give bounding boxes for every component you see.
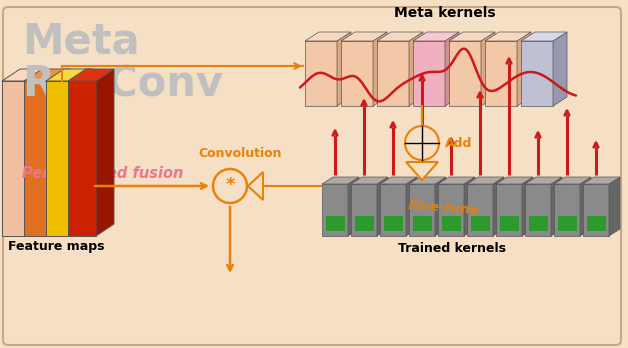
Text: Feature maps: Feature maps <box>8 240 104 253</box>
Polygon shape <box>525 184 551 236</box>
Polygon shape <box>413 32 459 41</box>
Polygon shape <box>449 32 495 41</box>
Bar <box>442 216 461 231</box>
Text: Trained kernels: Trained kernels <box>399 242 507 255</box>
Polygon shape <box>406 162 438 180</box>
Polygon shape <box>467 184 493 236</box>
Polygon shape <box>380 184 406 236</box>
Polygon shape <box>583 184 609 236</box>
Bar <box>558 216 577 231</box>
Polygon shape <box>52 69 70 236</box>
Polygon shape <box>409 184 435 236</box>
Polygon shape <box>322 184 348 236</box>
Polygon shape <box>305 41 337 106</box>
Bar <box>355 216 374 231</box>
Text: Fine-tune: Fine-tune <box>408 199 480 217</box>
Polygon shape <box>464 177 475 236</box>
Polygon shape <box>493 177 504 236</box>
Polygon shape <box>553 32 567 106</box>
Polygon shape <box>609 177 620 236</box>
Polygon shape <box>377 32 423 41</box>
Polygon shape <box>2 69 48 81</box>
FancyBboxPatch shape <box>3 7 621 345</box>
Polygon shape <box>380 177 417 184</box>
Bar <box>500 216 519 231</box>
Polygon shape <box>438 184 464 236</box>
Polygon shape <box>351 184 377 236</box>
Polygon shape <box>467 177 504 184</box>
Polygon shape <box>485 41 517 106</box>
Polygon shape <box>24 69 70 81</box>
Polygon shape <box>337 32 351 106</box>
Polygon shape <box>46 69 92 81</box>
Polygon shape <box>351 177 388 184</box>
Polygon shape <box>413 41 445 106</box>
Bar <box>413 216 432 231</box>
Polygon shape <box>580 177 591 236</box>
Circle shape <box>405 126 439 160</box>
Polygon shape <box>74 69 92 236</box>
Polygon shape <box>554 177 591 184</box>
Polygon shape <box>551 177 562 236</box>
Polygon shape <box>449 41 481 106</box>
Polygon shape <box>2 81 30 236</box>
Polygon shape <box>377 41 409 106</box>
Polygon shape <box>409 177 446 184</box>
Polygon shape <box>525 177 562 184</box>
Bar <box>384 216 403 231</box>
Circle shape <box>213 169 247 203</box>
Polygon shape <box>481 32 495 106</box>
Polygon shape <box>517 32 531 106</box>
Polygon shape <box>496 177 533 184</box>
Polygon shape <box>68 81 96 236</box>
Polygon shape <box>348 177 359 236</box>
Polygon shape <box>522 177 533 236</box>
Bar <box>471 216 490 231</box>
Polygon shape <box>248 172 263 200</box>
Polygon shape <box>485 32 531 41</box>
Polygon shape <box>496 184 522 236</box>
Text: *: * <box>225 176 235 194</box>
Text: Meta
ResConv: Meta ResConv <box>22 20 223 106</box>
Polygon shape <box>341 41 373 106</box>
Polygon shape <box>435 177 446 236</box>
Polygon shape <box>68 69 114 81</box>
Text: Convolution: Convolution <box>198 148 282 160</box>
Text: Personalized fusion: Personalized fusion <box>22 166 183 181</box>
Bar <box>587 216 606 231</box>
Polygon shape <box>96 69 114 236</box>
Bar <box>529 216 548 231</box>
Polygon shape <box>305 32 351 41</box>
Polygon shape <box>438 177 475 184</box>
Polygon shape <box>406 177 417 236</box>
Polygon shape <box>377 177 388 236</box>
Polygon shape <box>445 32 459 106</box>
Polygon shape <box>24 81 52 236</box>
Polygon shape <box>322 177 359 184</box>
Polygon shape <box>583 177 620 184</box>
Polygon shape <box>341 32 387 41</box>
Polygon shape <box>30 69 48 236</box>
Polygon shape <box>409 32 423 106</box>
Polygon shape <box>521 32 567 41</box>
Text: Meta kernels: Meta kernels <box>394 6 496 20</box>
Bar <box>326 216 345 231</box>
Polygon shape <box>46 81 74 236</box>
Polygon shape <box>373 32 387 106</box>
Text: Add: Add <box>445 136 472 150</box>
Polygon shape <box>554 184 580 236</box>
Polygon shape <box>521 41 553 106</box>
